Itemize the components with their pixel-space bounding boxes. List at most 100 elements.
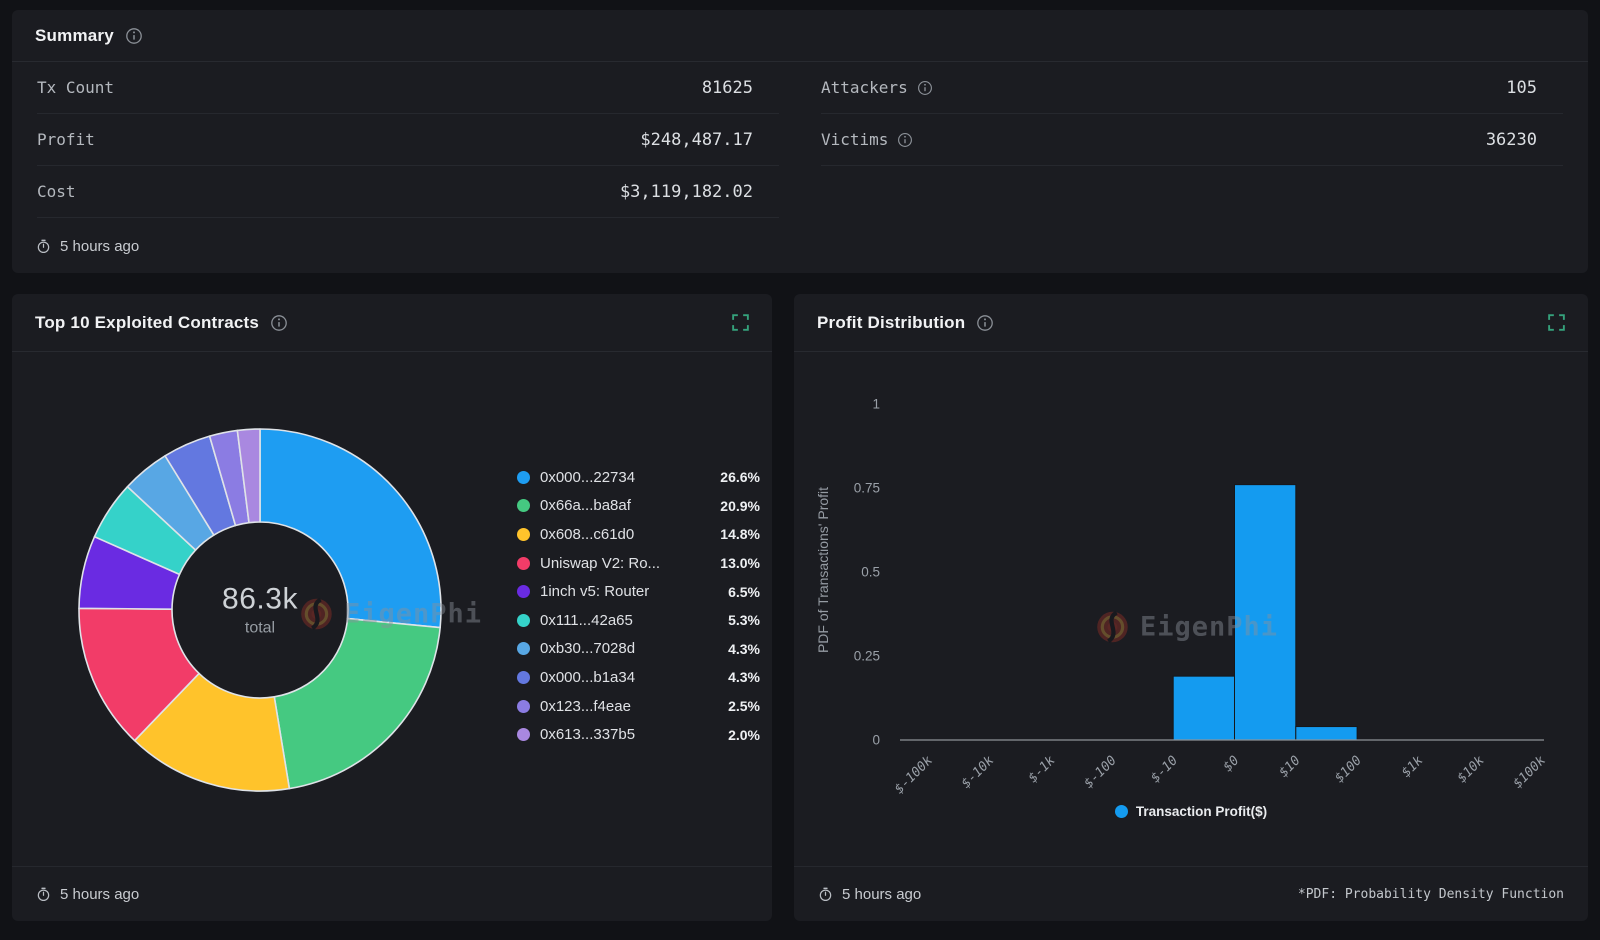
stat-row-profit: Profit $248,487.17: [37, 114, 779, 166]
histogram-bar[interactable]: [1172, 675, 1236, 741]
updated-time: 5 hours ago: [842, 885, 922, 903]
histogram-bar[interactable]: [1295, 726, 1358, 741]
legend-dot: [1114, 805, 1128, 818]
info-icon[interactable]: [270, 314, 288, 332]
stat-value: 81625: [701, 77, 753, 98]
info-icon[interactable]: [125, 27, 143, 45]
pie-legend: 0x000...22734 26.6% 0x66a...ba8af 20.9% …: [517, 463, 760, 749]
stat-row-attackers: Attackers 105: [821, 62, 1563, 114]
pie-slice[interactable]: [273, 617, 441, 790]
legend-percent: 26.6%: [720, 469, 760, 486]
legend-item[interactable]: 0x000...b1a34 4.3%: [517, 663, 760, 692]
x-tick-label: $100k: [1511, 753, 1549, 791]
legend-label: 0x613...337b5: [540, 726, 636, 744]
legend-label: Transaction Profit($): [1135, 804, 1268, 819]
histogram-chart-area: 0 0.25 0.5 0.75 1 $-100k $-10k $-1k $-100 $-10 $0 $…: [794, 352, 1588, 864]
legend-dot: [517, 642, 530, 656]
legend-percent: 20.9%: [720, 497, 760, 514]
x-tick-label: $-10: [1148, 753, 1181, 786]
x-tick-label: $0: [1221, 753, 1243, 775]
summary-title: Summary: [35, 25, 114, 45]
legend-label: 0x123...f4eae: [540, 697, 631, 715]
legend-item[interactable]: 0x111...42a65 5.3%: [517, 606, 760, 635]
legend-dot: [517, 728, 530, 742]
histogram-chart[interactable]: 0 0.25 0.5 0.75 1 $-100k $-10k $-1k $-100 $-10 $0 $…: [794, 352, 1588, 864]
updated-time: 5 hours ago: [60, 237, 140, 255]
legend-percent: 13.0%: [720, 555, 760, 572]
legend-label: Uniswap V2: Ro...: [540, 554, 661, 572]
stat-label: Victims: [821, 130, 889, 149]
legend-item[interactable]: Uniswap V2: Ro... 13.0%: [517, 549, 760, 578]
legend-percent: 6.5%: [728, 583, 760, 600]
info-icon[interactable]: [897, 132, 913, 148]
pie-slice[interactable]: [259, 428, 442, 629]
info-icon[interactable]: [976, 314, 994, 332]
legend-item[interactable]: 0xb30...7028d 4.3%: [517, 635, 760, 664]
legend-item[interactable]: 0x613...337b5 2.0%: [517, 720, 760, 749]
legend-dot: [517, 613, 530, 627]
y-tick-label: 0.25: [854, 649, 880, 664]
profit-header: Profit Distribution: [794, 294, 1588, 352]
legend-dot: [517, 699, 530, 713]
histogram-bar[interactable]: [1234, 484, 1297, 741]
x-tick-label: $100: [1332, 753, 1365, 786]
clock-icon: [818, 887, 833, 902]
summary-panel: Summary Tx Count 81625 Profit $248,487.1…: [12, 10, 1588, 273]
updated-time: 5 hours ago: [60, 885, 140, 903]
x-tick-label: $1k: [1399, 753, 1426, 780]
stat-label: Profit: [37, 130, 95, 149]
summary-stats: Tx Count 81625 Profit $248,487.17 Cost $…: [12, 62, 1588, 218]
donut-chart[interactable]: [12, 352, 772, 866]
legend-dot: [517, 556, 530, 570]
pie-slice[interactable]: [236, 428, 261, 524]
legend-item[interactable]: 0x123...f4eae 2.5%: [517, 692, 760, 721]
x-tick-label: $10: [1276, 753, 1303, 780]
summary-header: Summary: [12, 10, 1588, 62]
clock-icon: [36, 239, 51, 254]
stat-label: Cost: [37, 182, 76, 201]
bar-legend[interactable]: Transaction Profit($): [794, 804, 1588, 819]
stat-label: Tx Count: [37, 78, 115, 97]
x-tick-label: $-10k: [959, 753, 997, 791]
y-axis-title: PDF of Transactions' Profit: [815, 487, 831, 653]
stat-label: Attackers: [821, 78, 908, 97]
info-icon[interactable]: [917, 80, 933, 96]
y-tick-label: 0.75: [854, 481, 880, 496]
stat-row-cost: Cost $3,119,182.02: [37, 166, 779, 218]
y-tick-label: 0: [872, 733, 880, 748]
pdf-footnote: *PDF: Probability Density Function: [1297, 886, 1564, 902]
legend-label: 0x66a...ba8af: [540, 497, 631, 515]
legend-item[interactable]: 0x608...c61d0 14.8%: [517, 520, 760, 549]
legend-percent: 5.3%: [728, 612, 760, 629]
legend-item[interactable]: 0x66a...ba8af 20.9%: [517, 492, 760, 521]
stat-row-tx-count: Tx Count 81625: [37, 62, 779, 114]
legend-dot: [517, 470, 530, 484]
summary-left-column: Tx Count 81625 Profit $248,487.17 Cost $…: [37, 62, 779, 218]
clock-icon: [36, 887, 51, 902]
stat-row-victims: Victims 36230: [821, 114, 1563, 166]
y-tick-label: 0.5: [861, 565, 880, 580]
x-tick-label: $-100: [1081, 753, 1119, 791]
stat-value: 105: [1506, 77, 1537, 98]
profit-footer: 5 hours ago *PDF: Probability Density Fu…: [794, 866, 1588, 921]
legend-label: 0x111...42a65: [540, 611, 633, 629]
legend-dot: [517, 527, 530, 541]
legend-percent: 14.8%: [720, 526, 760, 543]
legend-label: 0x000...22734: [540, 468, 636, 486]
x-tick-label: $-100k: [892, 753, 936, 797]
summary-footer: 5 hours ago: [12, 219, 1588, 273]
contracts-footer: 5 hours ago: [12, 866, 772, 921]
legend-item[interactable]: 0x000...22734 26.6%: [517, 463, 760, 492]
contracts-header: Top 10 Exploited Contracts: [12, 294, 772, 352]
stat-value: 36230: [1485, 129, 1537, 150]
legend-item[interactable]: 1inch v5: Router 6.5%: [517, 577, 760, 606]
legend-dot: [517, 670, 530, 684]
fullscreen-icon[interactable]: [1548, 314, 1565, 331]
fullscreen-icon[interactable]: [732, 314, 749, 331]
x-tick-label: $10k: [1455, 753, 1488, 786]
legend-label: 0x000...b1a34: [540, 668, 636, 686]
legend-dot: [517, 585, 530, 599]
y-tick-label: 1: [872, 397, 880, 412]
summary-right-column: Attackers 105 Victims 36230: [821, 62, 1563, 218]
legend-dot: [517, 499, 530, 513]
